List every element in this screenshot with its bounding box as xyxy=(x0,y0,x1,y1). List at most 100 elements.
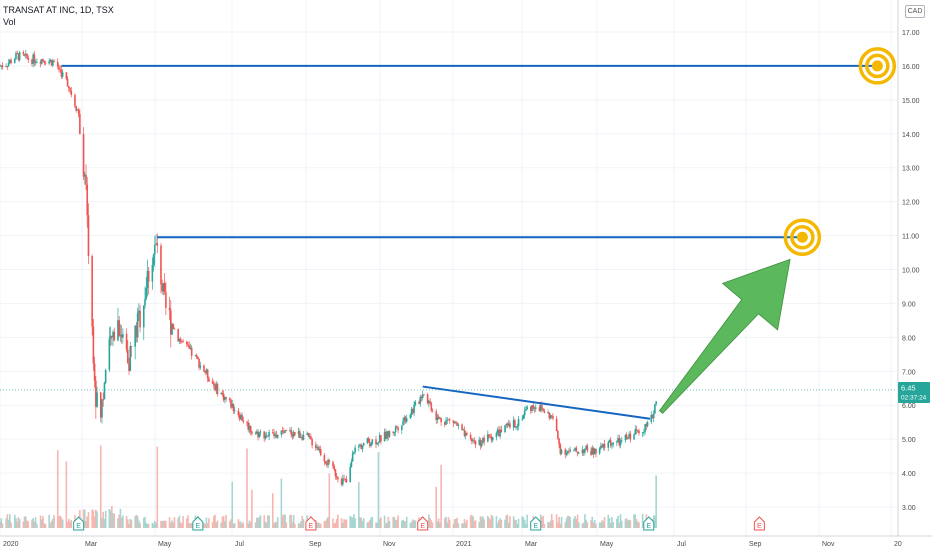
last-price-badge xyxy=(898,381,930,403)
candle-body xyxy=(517,419,520,426)
volume-bar xyxy=(299,523,301,528)
volume-bar xyxy=(593,519,596,528)
earnings-marker-label: E xyxy=(309,523,314,530)
candle-body xyxy=(308,436,311,438)
volume-bar xyxy=(506,514,509,528)
candle-body xyxy=(495,432,498,438)
candle-body xyxy=(595,448,597,454)
candle-body xyxy=(582,449,585,453)
volume-bar xyxy=(85,521,87,528)
volume-bar xyxy=(396,519,398,528)
volume-bar xyxy=(10,522,12,528)
candle-body xyxy=(506,424,509,426)
candle-body xyxy=(242,420,245,422)
volume-bar xyxy=(276,517,279,528)
currency-badge[interactable]: CAD xyxy=(905,5,925,18)
candle-body xyxy=(507,423,510,426)
volume-bar xyxy=(92,510,95,528)
volume-bar xyxy=(428,514,430,528)
volume-bar xyxy=(36,523,38,528)
earnings-marker[interactable]: E xyxy=(530,516,542,531)
volume-bar xyxy=(482,516,484,528)
volume-bar xyxy=(233,523,236,528)
candle-body xyxy=(453,421,456,424)
volume-bar xyxy=(602,521,605,528)
candle-body xyxy=(83,174,86,177)
volume-bar xyxy=(409,522,412,528)
candle-body xyxy=(276,434,279,438)
volume-bar xyxy=(32,518,34,528)
candle-body xyxy=(113,331,116,341)
earnings-marker[interactable]: E xyxy=(305,516,317,531)
candle-body xyxy=(457,424,460,426)
volume-bar xyxy=(337,514,339,528)
volume-bar xyxy=(162,520,165,528)
volume-bar xyxy=(412,519,414,528)
volume-bar xyxy=(160,521,162,528)
volume-bar xyxy=(464,522,467,528)
candle-body xyxy=(316,447,318,448)
volume-bar xyxy=(204,523,207,528)
candle-body xyxy=(233,410,236,412)
volume-bar xyxy=(394,520,397,528)
earnings-marker[interactable]: E xyxy=(753,516,765,531)
candle-body xyxy=(592,447,595,455)
x-tick-label: 20 xyxy=(894,541,902,548)
candle-body xyxy=(95,380,97,407)
candle-body xyxy=(598,448,601,454)
earnings-marker[interactable]: E xyxy=(73,516,85,531)
volume-bar xyxy=(435,486,438,528)
candle-body xyxy=(190,347,193,356)
earnings-marker-shape xyxy=(753,516,765,531)
volume-bar xyxy=(120,517,123,528)
volume-bar xyxy=(40,519,43,528)
volume-bar xyxy=(386,522,388,528)
volume-bar xyxy=(367,522,370,528)
candle-body xyxy=(496,429,499,433)
candle-body xyxy=(130,346,133,347)
candle-body xyxy=(590,450,592,455)
candle-body xyxy=(608,440,611,443)
volume-bar xyxy=(224,521,226,528)
candle-body xyxy=(367,438,370,443)
earnings-marker[interactable]: E xyxy=(192,516,204,531)
volume-bar xyxy=(225,514,227,528)
candle-body xyxy=(43,60,46,63)
volume-bar xyxy=(345,519,348,528)
volume-bar xyxy=(151,522,154,528)
candle-body xyxy=(498,429,500,437)
volume-bar xyxy=(221,516,224,528)
volume-bar xyxy=(280,478,283,528)
candle-body xyxy=(435,411,438,420)
candle-body xyxy=(643,432,645,433)
volume-bar xyxy=(208,518,210,528)
volume-bar xyxy=(136,516,139,528)
candle-body xyxy=(638,430,640,434)
candle-body xyxy=(32,54,34,64)
candle-body xyxy=(426,394,429,404)
volume-bar xyxy=(608,517,611,528)
candle-body xyxy=(333,466,336,470)
volume-bar xyxy=(231,481,234,528)
volume-bar xyxy=(612,522,614,528)
candle-body xyxy=(349,467,351,483)
candle-body xyxy=(231,403,234,408)
volume-bar xyxy=(655,475,657,528)
candle-body xyxy=(557,430,559,439)
volume-bar xyxy=(156,446,159,528)
volume-bar xyxy=(359,517,361,528)
candle-body xyxy=(555,418,558,431)
volume-bar xyxy=(380,517,382,528)
volume-bar xyxy=(129,519,132,528)
volume-bar xyxy=(375,522,377,528)
earnings-marker[interactable]: E xyxy=(643,516,655,531)
earnings-marker[interactable]: E xyxy=(417,516,429,531)
candle-body xyxy=(353,451,355,454)
volume-bar xyxy=(59,515,62,528)
candle-body xyxy=(446,419,449,421)
earnings-marker-label: E xyxy=(195,523,200,530)
candle-body xyxy=(488,434,490,437)
candle-body xyxy=(627,438,629,440)
candle-body xyxy=(343,478,345,480)
